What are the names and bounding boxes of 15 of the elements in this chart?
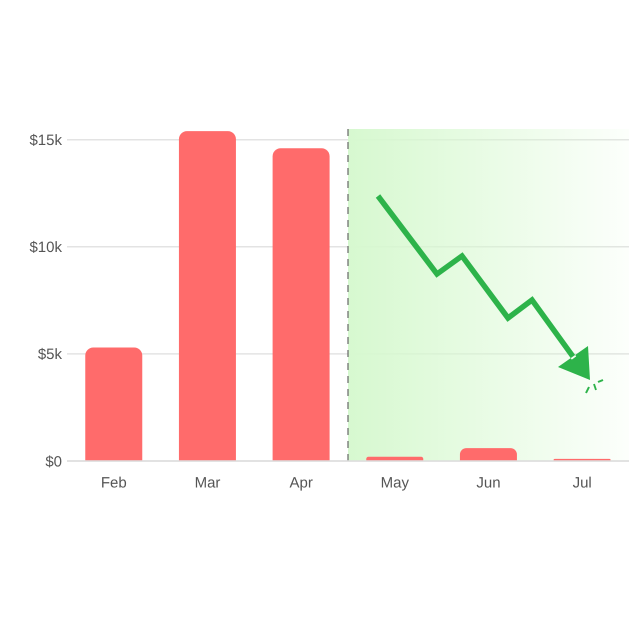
bar [366,456,424,461]
x-tick-label: Mar [194,474,220,492]
y-tick-label: $10k [29,239,62,256]
x-tick-label: Apr [289,474,313,492]
bar [178,131,236,461]
x-tick-label: Jul [572,474,592,492]
bar [85,347,142,461]
y-tick-label: $0 [45,453,62,470]
bar [272,148,330,461]
y-tick-label: $5k [38,346,62,364]
y-tick-label: $15k [29,132,62,150]
x-tick-label: Jun [476,474,501,492]
bar [460,448,517,461]
x-tick-label: Feb [100,474,127,492]
x-tick-label: May [380,474,410,492]
